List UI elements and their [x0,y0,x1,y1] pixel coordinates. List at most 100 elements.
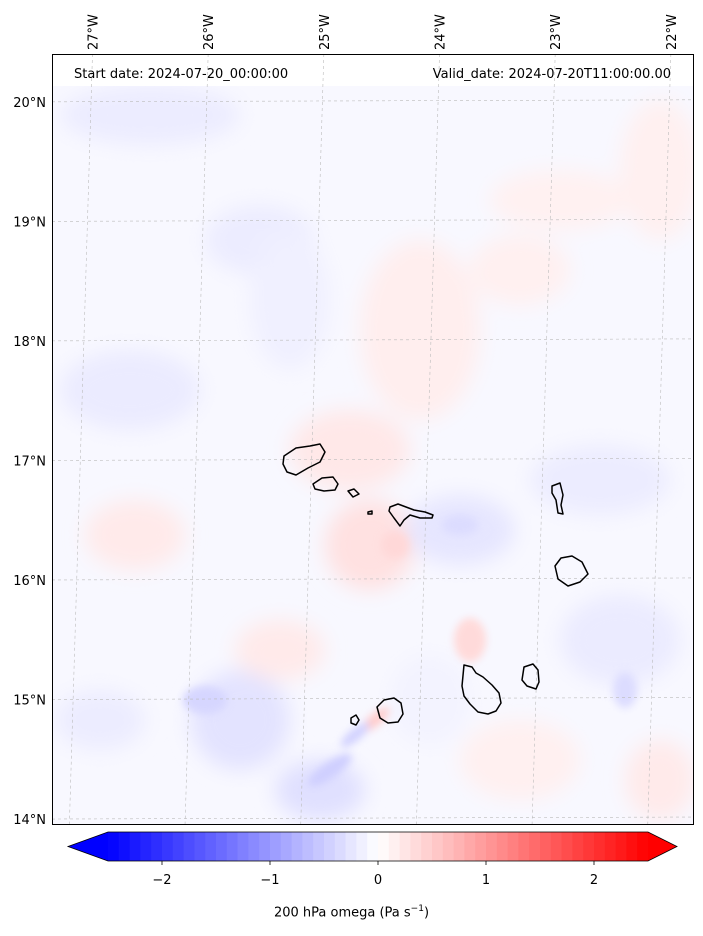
colorbar-segment [378,832,390,861]
parallel-2 [52,338,694,342]
meridian-4 [531,54,556,825]
colorbar-segment [216,832,228,861]
colorbar-segment [248,832,260,861]
omega-field [52,54,694,825]
colorbar-segment [399,832,411,861]
colorbar-segment [151,832,163,861]
colorbar-segment [615,832,627,861]
colorbar-segment [442,832,455,861]
colorbar-segment [226,832,239,861]
island-sao-nicolau [388,503,434,527]
colorbar-segment [496,832,509,861]
colorbar-segment [594,832,606,861]
lat-tick-label: 15°N [13,693,46,708]
colorbar-segment [550,832,563,861]
lon-tick-label: 26°W [202,14,217,50]
colorbar-title: 200 hPa omega (Pa s−1) [273,904,430,921]
colorbar-segment [410,832,422,861]
parallel-4 [52,577,694,581]
colorbar-segment [540,832,552,861]
map-frame [52,54,694,825]
colorbar-segment [356,832,368,861]
valid-date-label: Valid_date: 2024-07-20T11:00:00.00 [433,67,671,82]
coastlines [282,443,589,726]
colorbar-segment [475,832,487,861]
parallel-6 [52,816,694,820]
colorbar-ticks: −2 −1 0 1 2 [152,861,598,888]
colorbar-segment [108,832,120,861]
colorbar-segment [464,832,476,861]
colorbar-segment [313,832,325,861]
colorbar-segment [637,832,649,861]
meridian-2 [300,54,325,825]
omega-field-detail [183,515,637,787]
lon-tick-label: 24°W [434,14,449,50]
colorbar-segment [302,832,314,861]
colorbar-segment [421,832,433,861]
colorbar: −2 −1 0 1 2 [66,831,678,888]
colorbar-tick-label: 2 [590,873,598,888]
colorbar-segment [529,832,541,861]
colorbar-segment [324,832,336,861]
omega-field-smooth [55,85,694,820]
colorbar-segment [518,832,530,861]
lon-tick-label: 22°W [665,14,680,50]
colorbar-segment [162,832,174,861]
meridian-5 [647,54,672,825]
lon-tick-label: 25°W [318,14,333,50]
island-maio [521,663,540,690]
lat-tick-label: 18°N [13,335,46,350]
island-santo-antao [282,443,326,476]
colorbar-segment [334,832,347,861]
colorbar-segment [367,832,379,861]
colorbar-segment [432,832,444,861]
colorbar-segment [129,832,141,861]
colorbar-segment [205,832,217,861]
lon-tick-label: 27°W [86,14,101,50]
lat-tick-label: 17°N [13,454,46,469]
island-santa-luzia [347,488,360,498]
colorbar-segment [118,832,131,861]
lat-tick-label: 14°N [13,813,46,828]
colorbar-segment [270,832,282,861]
colorbar-segment [507,832,519,861]
colorbar-segment [626,832,638,861]
colorbar-tick-label: −2 [152,873,171,888]
colorbar-segment [453,832,465,861]
colorbar-segment [291,832,303,861]
colorbar-segment [259,832,271,861]
map-gridlines [52,54,694,825]
lat-tick-label: 16°N [13,574,46,589]
colorbar-segment [194,832,206,861]
island-fogo [376,697,404,724]
island-sal [551,482,564,515]
lon-tick-label: 23°W [549,14,564,50]
island-boa-vista [554,555,589,587]
colorbar-tick-label: 1 [482,873,490,888]
island-santiago [461,664,502,715]
colorbar-extend-low [68,832,108,861]
colorbar-segment [583,832,595,861]
colorbar-segment [237,832,249,861]
info-band [52,54,694,86]
colorbar-outline [66,831,678,862]
colorbar-segments [68,832,677,861]
longitude-ticks: 27°W 26°W 25°W 24°W 23°W 22°W [86,14,679,50]
parallel-5 [52,697,694,700]
colorbar-segment [604,832,617,861]
colorbar-tick-label: −1 [260,873,279,888]
parallel-0 [52,99,694,103]
island-raso [367,510,373,515]
colorbar-segment [388,832,401,861]
colorbar-segment [345,832,357,861]
lat-tick-label: 20°N [13,96,46,111]
island-sao-vicente [312,476,339,492]
colorbar-segment [183,832,195,861]
parallel-3 [52,458,694,461]
lat-tick-label: 19°N [13,215,46,230]
island-brava [350,714,360,726]
colorbar-segment [561,832,573,861]
start-date-label: Start date: 2024-07-20_00:00:00 [74,67,288,82]
meridian-1 [184,54,209,825]
